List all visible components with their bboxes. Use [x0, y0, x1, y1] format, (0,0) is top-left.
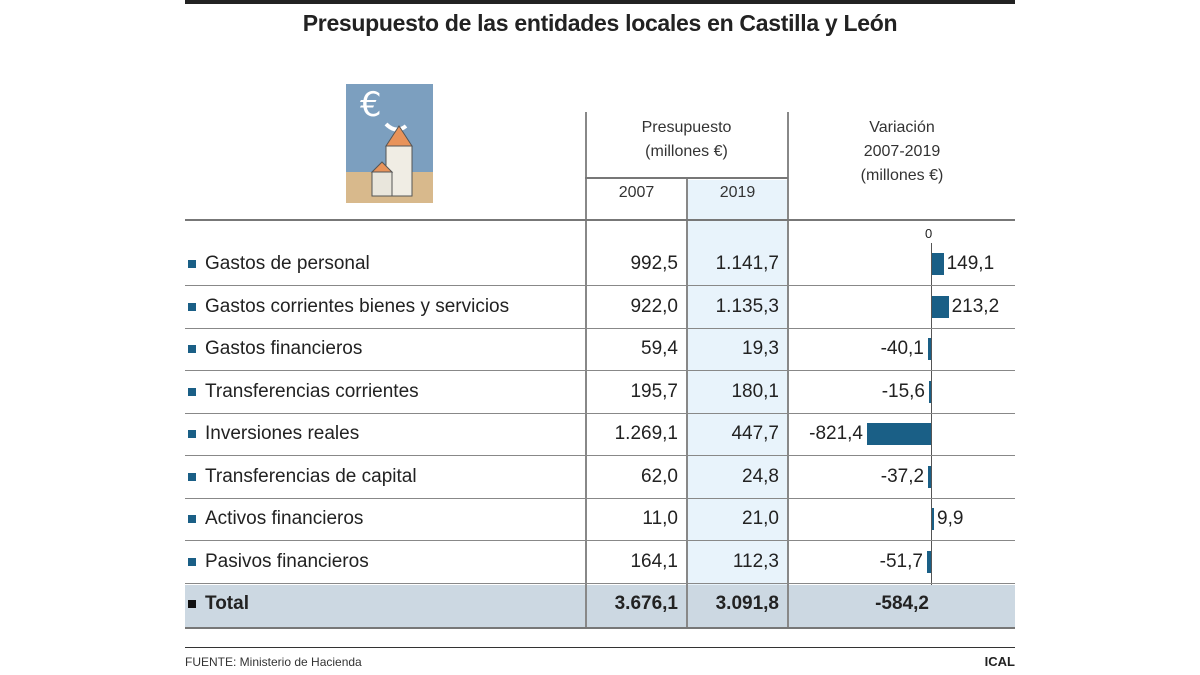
divider	[585, 177, 788, 179]
variation-bar	[926, 550, 931, 573]
row-divider	[185, 582, 1015, 584]
row-label: Inversiones reales	[205, 423, 360, 444]
row-bullet-icon	[188, 557, 196, 566]
variation-bar	[927, 338, 931, 360]
source-note: FUENTE: Ministerio de Hacienda	[185, 655, 362, 669]
row-bullet-icon	[188, 260, 196, 268]
variation-total: -584,2	[875, 593, 929, 614]
value-2007: 11,0	[642, 508, 678, 529]
variation-bar	[929, 380, 931, 403]
divider	[585, 112, 587, 627]
budget-header-line2: (millones €)	[645, 143, 728, 160]
col-2019-header: 2019	[719, 184, 756, 201]
bottom-rule	[185, 627, 1015, 629]
highlight-2019-column	[687, 180, 787, 585]
variation-header: Variación 2007-2019 (millones €)	[789, 116, 1015, 188]
variation-bar	[928, 465, 931, 488]
value-2019: 1.141,7	[715, 253, 779, 274]
footer-rule	[185, 647, 1015, 648]
value-2019: 3.091,8	[715, 593, 779, 614]
row-bullet-icon	[188, 430, 196, 438]
variation-label: -40,1	[880, 338, 924, 359]
row-divider	[185, 327, 1015, 329]
row-divider	[185, 540, 1015, 541]
value-2007: 922,0	[630, 295, 678, 317]
row-label: Gastos de personal	[205, 253, 370, 274]
value-2007: 1.269,1	[614, 423, 678, 444]
axis-zero-label: 0	[925, 226, 933, 241]
row-bullet-icon	[188, 515, 196, 523]
row-label: Pasivos financieros	[205, 550, 369, 572]
header-rule	[185, 219, 1015, 221]
variation-label: 9,9	[937, 508, 964, 529]
divider	[686, 178, 688, 627]
budget-header: Presupuesto (millones €)	[587, 116, 786, 164]
variation-bar	[867, 423, 931, 445]
row-label: Activos financieros	[205, 508, 364, 529]
variation-header-line1: Variación	[869, 119, 935, 136]
svg-text:€: €	[360, 85, 382, 125]
value-2019: 19,3	[742, 338, 779, 359]
variation-bar	[932, 508, 934, 530]
row-bullet-icon	[188, 345, 196, 353]
budget-header-line1: Presupuesto	[641, 119, 732, 136]
divider	[787, 112, 789, 627]
variation-bar	[932, 295, 949, 318]
value-2019: 21,0	[742, 508, 779, 529]
row-divider	[185, 285, 1015, 286]
row-divider	[185, 370, 1015, 371]
row-divider	[185, 455, 1015, 456]
value-2019: 112,3	[732, 550, 779, 572]
variation-label: -15,6	[881, 380, 925, 402]
col-2007-header: 2007	[618, 184, 655, 201]
value-2019: 1.135,3	[715, 295, 779, 317]
row-label: Transferencias de capital	[205, 465, 417, 487]
row-label: Transferencias corrientes	[205, 380, 419, 402]
value-2007: 62,0	[641, 465, 678, 487]
row-bullet-icon	[188, 387, 196, 396]
value-2007: 992,5	[630, 253, 678, 274]
value-2007: 164,1	[630, 550, 678, 572]
total-row-background	[185, 585, 1015, 627]
variation-header-line2: 2007-2019	[863, 143, 941, 160]
variation-label: -37,2	[880, 465, 925, 487]
chart-title: Presupuesto de las entidades locales en …	[302, 10, 898, 36]
row-label: Gastos financieros	[205, 338, 363, 359]
top-rule	[185, 0, 1015, 4]
euro-building-logo: €	[346, 84, 433, 203]
value-2019: 447,7	[731, 423, 779, 444]
value-2007: 59,4	[641, 338, 678, 359]
value-2019: 24,8	[742, 465, 779, 487]
row-bullet-icon	[188, 600, 196, 608]
value-2007: 195,7	[630, 380, 678, 402]
value-2019: 180,1	[731, 380, 779, 402]
variation-label: -51,7	[879, 550, 923, 572]
credit-logo: ICAL	[984, 654, 1015, 669]
value-2007: 3.676,1	[614, 593, 678, 614]
row-label: Gastos corrientes bienes y servicios	[205, 295, 510, 317]
row-label: Total	[205, 593, 249, 614]
row-bullet-icon	[188, 472, 196, 481]
zero-axis	[931, 243, 932, 585]
row-divider	[185, 412, 1015, 414]
variation-label: 213,2	[951, 295, 1000, 317]
variation-bar	[932, 253, 944, 275]
variation-header-line3: (millones €)	[860, 167, 944, 184]
row-divider	[185, 497, 1015, 499]
variation-label: 149,1	[946, 253, 995, 274]
variation-label: -821,4	[809, 423, 863, 444]
row-bullet-icon	[188, 302, 196, 311]
